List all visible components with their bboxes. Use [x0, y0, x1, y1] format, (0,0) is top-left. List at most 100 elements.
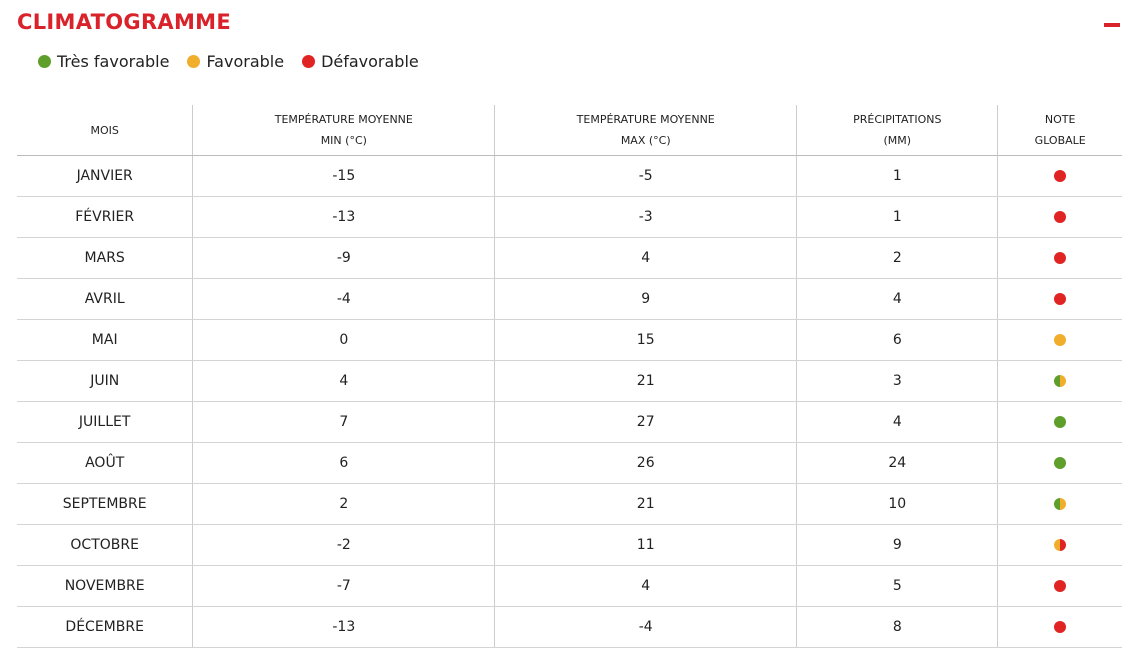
cell-note [997, 525, 1122, 565]
header-cell: MOIS [17, 105, 192, 155]
cell-note [997, 156, 1122, 196]
rating-dot-part [1054, 375, 1061, 387]
rating-dot-part [1060, 539, 1067, 551]
cell-min: 0 [192, 320, 494, 360]
cell-precip: 2 [796, 238, 997, 278]
cell-month: AVRIL [17, 279, 192, 319]
cell-precip: 9 [796, 525, 997, 565]
cell-min: -4 [192, 279, 494, 319]
cell-note [997, 484, 1122, 524]
header-text: TEMPÉRATURE MOYENNE [274, 113, 413, 126]
cell-text: -13 [332, 619, 356, 635]
cell-text: 1 [892, 209, 902, 225]
rating-dot [1054, 170, 1067, 182]
cell-min: -13 [192, 607, 494, 647]
cell-min: 4 [192, 361, 494, 401]
cell-min: 2 [192, 484, 494, 524]
cell-text: 9 [641, 291, 651, 307]
table-row: SEPTEMBRE 2 21 10 [17, 484, 1122, 525]
cell-text: 8 [892, 619, 902, 635]
legend-label: Très favorable [57, 52, 170, 71]
collapse-button[interactable] [1104, 23, 1120, 27]
cell-text: MAI [91, 332, 118, 348]
cell-month: AOÛT [17, 443, 192, 483]
cell-note [997, 402, 1122, 442]
cell-precip: 10 [796, 484, 997, 524]
cell-month: JUILLET [17, 402, 192, 442]
cell-text: -4 [336, 291, 351, 307]
legend-dot [187, 55, 201, 68]
cell-month: DÉCEMBRE [17, 607, 192, 647]
cell-max: -3 [494, 197, 796, 237]
cell-text: 5 [892, 578, 902, 594]
rating-dot [1054, 580, 1067, 592]
rating-dot-part [1054, 539, 1061, 551]
legend-item: Défavorable [302, 52, 419, 71]
cell-precip: 5 [796, 566, 997, 606]
legend: Très favorable Favorable Défavorable [38, 52, 419, 71]
rating-dot [1054, 211, 1067, 223]
cell-max: 11 [494, 525, 796, 565]
rating-dot-part [1054, 416, 1067, 428]
cell-max: -4 [494, 607, 796, 647]
table-row: JUILLET 7 27 4 [17, 402, 1122, 443]
cell-text: 7 [339, 414, 349, 430]
table-row: FÉVRIER -13 -3 1 [17, 197, 1122, 238]
table-row: MAI 0 15 6 [17, 320, 1122, 361]
cell-min: -15 [192, 156, 494, 196]
cell-note [997, 320, 1122, 360]
cell-text: 4 [892, 291, 902, 307]
legend-dot [38, 55, 51, 68]
cell-text: 24 [888, 455, 907, 471]
cell-month: OCTOBRE [17, 525, 192, 565]
header-cell: NOTE GLOBALE [997, 105, 1122, 155]
header-text: (MM) [883, 134, 912, 147]
cell-precip: 6 [796, 320, 997, 360]
rating-dot [1054, 334, 1067, 346]
cell-text: -9 [336, 250, 351, 266]
cell-min: -7 [192, 566, 494, 606]
header-row: MOIS TEMPÉRATURE MOYENNE MIN (°C) TEMPÉRATU… [17, 105, 1122, 156]
cell-max: 21 [494, 361, 796, 401]
table-row: OCTOBRE -2 11 9 [17, 525, 1122, 566]
rating-dot-part [1054, 293, 1067, 305]
cell-text: 6 [339, 455, 349, 471]
cell-text: -2 [336, 537, 351, 553]
cell-max: 27 [494, 402, 796, 442]
cell-text: -7 [336, 578, 351, 594]
cell-min: -13 [192, 197, 494, 237]
rating-dot-part [1060, 498, 1067, 510]
header-cell: TEMPÉRATURE MOYENNE MIN (°C) [192, 105, 494, 155]
cell-min: -2 [192, 525, 494, 565]
cell-min: 7 [192, 402, 494, 442]
rating-dot [1054, 416, 1067, 428]
legend-label: Favorable [206, 52, 285, 71]
cell-text: SEPTEMBRE [62, 496, 147, 512]
table-row: AVRIL -4 9 4 [17, 279, 1122, 320]
cell-text: 15 [636, 332, 655, 348]
header-text: NOTE [1044, 113, 1076, 126]
cell-text: 10 [888, 496, 907, 512]
rating-dot [1054, 293, 1067, 305]
rating-dot-part [1054, 621, 1067, 633]
table-row: NOVEMBRE -7 4 5 [17, 566, 1122, 607]
cell-max: 4 [494, 566, 796, 606]
cell-text: JUIN [90, 373, 120, 389]
cell-note [997, 279, 1122, 319]
cell-precip: 24 [796, 443, 997, 483]
cell-precip: 3 [796, 361, 997, 401]
cell-min: 6 [192, 443, 494, 483]
header-cell: PRÉCIPITATIONS (MM) [796, 105, 997, 155]
cell-text: 0 [339, 332, 349, 348]
cell-max: 4 [494, 238, 796, 278]
table: MOIS TEMPÉRATURE MOYENNE MIN (°C) TEMPÉRATU… [17, 105, 1122, 648]
legend-label: Défavorable [321, 52, 419, 71]
cell-max: 21 [494, 484, 796, 524]
cell-max: -5 [494, 156, 796, 196]
rating-dot [1054, 621, 1067, 633]
table-row: DÉCEMBRE -13 -4 8 [17, 607, 1122, 648]
header-text: PRÉCIPITATIONS [853, 113, 942, 126]
cell-note [997, 197, 1122, 237]
cell-max: 15 [494, 320, 796, 360]
